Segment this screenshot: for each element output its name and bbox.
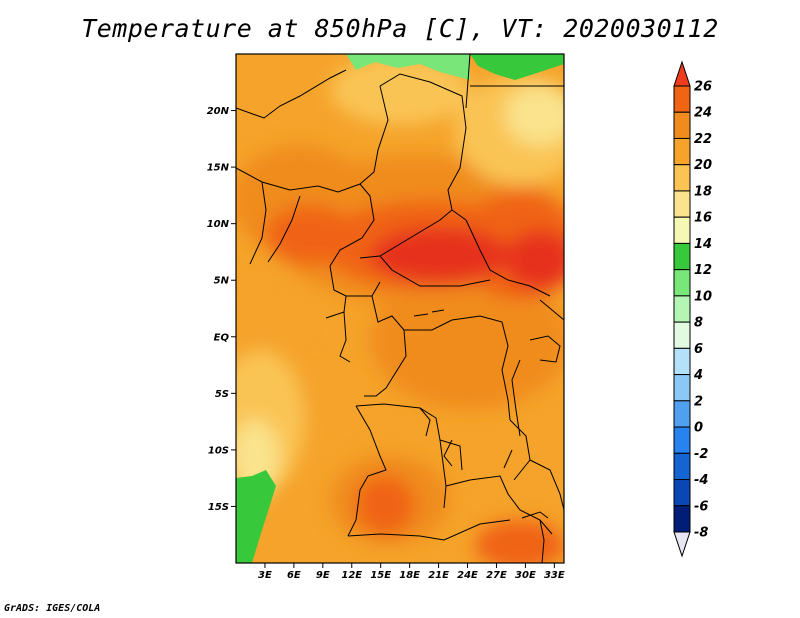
colorbar-label: 0 (694, 421, 703, 436)
colorbar-bottom-triangle (673, 531, 691, 558)
colorbar-label: 12 (694, 263, 712, 278)
colorbar-swatch (673, 137, 691, 166)
colorbar-swatch (673, 374, 691, 402)
lon-tick-label: 18E (399, 570, 420, 581)
colorbar-label: 10 (694, 289, 712, 304)
lat-tick-label: 15S (208, 502, 229, 513)
lat-tick-label: 10S (208, 445, 229, 456)
colorbar-label: 24 (694, 106, 712, 121)
lon-tick-label: 3E (258, 570, 272, 581)
colorbar-label: 8 (694, 316, 703, 331)
lon-tick-label: 33E (544, 570, 565, 581)
lat-tick-label: 20N (207, 106, 230, 117)
colorbar-label: 6 (694, 342, 703, 357)
colorbar-swatch (673, 269, 691, 297)
lon-tick-label: 15E (370, 570, 391, 581)
colorbar-swatch (673, 452, 691, 481)
colorbar-swatch (673, 111, 691, 139)
footer-credit: GrADS: IGES/COLA (4, 603, 101, 614)
lon-tick-label: 24E (457, 570, 478, 581)
colorbar-label: 14 (694, 237, 712, 252)
colorbar-swatch (673, 85, 691, 113)
lat-tick-label: 10N (207, 219, 230, 230)
map-frame (235, 53, 565, 564)
colorbar-label: -6 (694, 499, 708, 514)
lat-tick-label: 5S (215, 389, 229, 400)
colorbar-swatch (673, 426, 691, 454)
lon-tick-label: 9E (316, 570, 330, 581)
colorbar-label: 18 (694, 184, 712, 199)
chart-title: Temperature at 850hPa [C], VT: 202003011… (81, 14, 719, 43)
colorbar-swatch (673, 242, 691, 271)
latitude-axis: 20N 15N 10N 5N EQ 5S 10S 15S (207, 106, 236, 513)
lon-tick-label: 12E (341, 570, 362, 581)
lon-tick-label: 6E (287, 570, 301, 581)
colorbar-label: 4 (693, 368, 703, 383)
lat-tick-label: 15N (207, 163, 230, 174)
colorbar-label: 16 (694, 211, 712, 226)
lat-tick-label: EQ (214, 332, 230, 343)
colorbar-swatch (673, 216, 691, 244)
colorbar-swatch (673, 400, 691, 428)
colorbar-label: -2 (694, 447, 708, 462)
longitude-axis: 3E 6E 9E 12E 15E 18E 21E 24E 27E 30E 33E (258, 563, 565, 581)
lon-tick-label: 27E (486, 570, 507, 581)
colorbar-label: -4 (694, 473, 708, 488)
lon-tick-label: 21E (428, 570, 449, 581)
colorbar-swatch (673, 505, 691, 533)
colorbar-swatch (673, 295, 691, 323)
colorbar-label: 2 (694, 394, 703, 409)
lat-tick-label: 5N (214, 276, 230, 287)
country-borders (236, 54, 564, 563)
colorbar-label: 22 (694, 132, 712, 147)
colorbar-swatch (673, 164, 691, 192)
colorbar-label: 20 (694, 158, 712, 173)
colorbar-swatch (673, 321, 691, 349)
colorbar-swatch (673, 190, 691, 218)
colorbar-top-triangle (673, 60, 691, 87)
temperature-field (236, 54, 564, 563)
colorbar-swatch (673, 479, 691, 507)
lon-tick-label: 30E (515, 570, 536, 581)
colorbar-swatch (673, 347, 691, 376)
colorbar-label: 26 (694, 80, 712, 95)
colorbar-label: -8 (694, 526, 708, 541)
